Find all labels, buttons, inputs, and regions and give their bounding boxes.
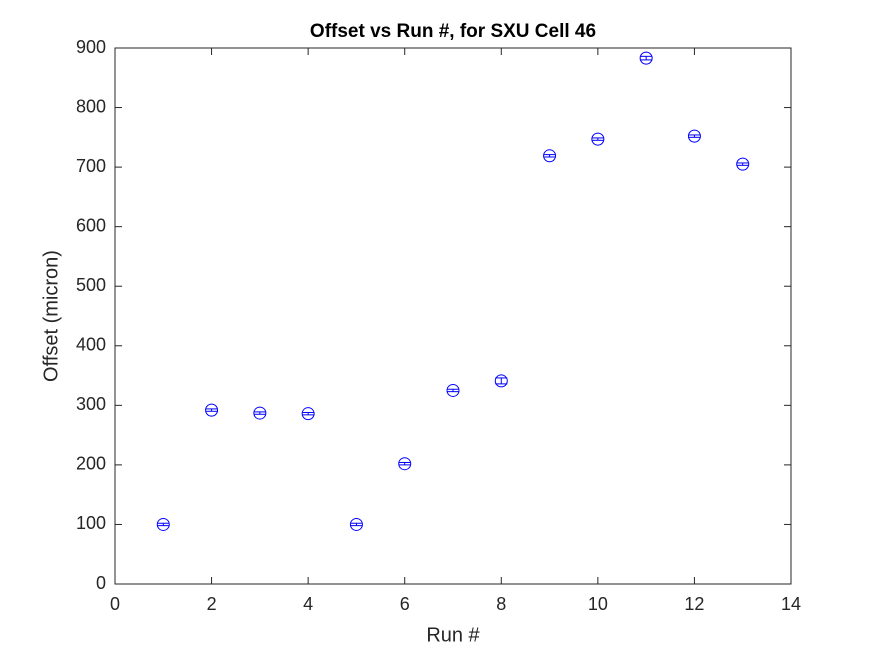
data-point — [591, 132, 605, 146]
chart-title: Offset vs Run #, for SXU Cell 46 — [310, 21, 596, 42]
data-point — [205, 403, 219, 417]
y-tick-label: 300 — [76, 394, 106, 414]
x-tick-label: 8 — [496, 594, 506, 614]
data-point — [349, 517, 363, 531]
x-tick-label: 4 — [303, 594, 313, 614]
y-tick-label: 700 — [76, 156, 106, 176]
x-tick-label: 10 — [588, 594, 608, 614]
y-tick-label: 600 — [76, 215, 106, 235]
data-point — [543, 149, 557, 163]
data-point — [494, 374, 508, 388]
y-axis-label: Offset (micron) — [40, 250, 62, 382]
data-point — [398, 457, 412, 471]
data-point — [156, 517, 170, 531]
y-tick-label: 400 — [76, 335, 106, 355]
x-tick-label: 2 — [207, 594, 217, 614]
data-point — [253, 406, 267, 420]
y-tick-label: 0 — [96, 573, 106, 593]
data-point — [639, 51, 653, 65]
data-point — [446, 383, 460, 397]
y-tick-label: 100 — [76, 513, 106, 533]
x-axis-label: Run # — [426, 624, 480, 646]
y-tick-label: 500 — [76, 275, 106, 295]
x-tick-label: 12 — [684, 594, 704, 614]
y-tick-label: 900 — [76, 37, 106, 57]
x-tick-label: 14 — [781, 594, 801, 614]
plot-area — [114, 47, 792, 585]
data-point — [736, 157, 750, 171]
y-tick-label: 200 — [76, 454, 106, 474]
data-point — [687, 129, 701, 143]
x-tick-label: 0 — [110, 594, 120, 614]
data-point — [301, 407, 315, 421]
y-tick-label: 800 — [76, 96, 106, 116]
x-tick-label: 6 — [400, 594, 410, 614]
